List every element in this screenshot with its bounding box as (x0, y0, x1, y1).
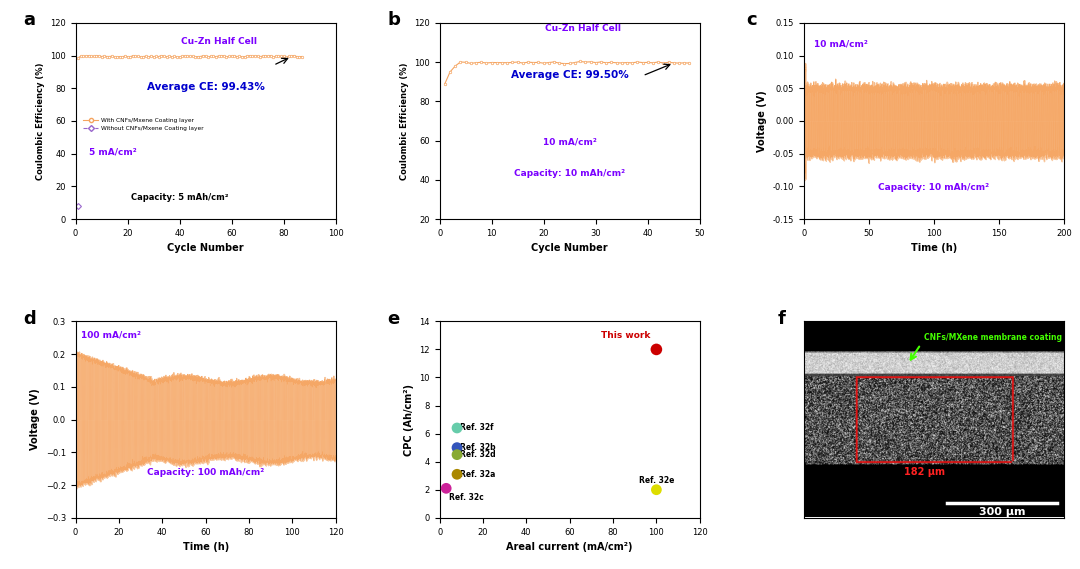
Text: Average CE: 99.50%: Average CE: 99.50% (511, 70, 629, 80)
Text: d: d (24, 310, 37, 328)
Text: Ref. 32d: Ref. 32d (460, 450, 496, 459)
X-axis label: Cycle Number: Cycle Number (167, 244, 244, 253)
X-axis label: Cycle Number: Cycle Number (531, 244, 608, 253)
Y-axis label: Coulombic Efficiency (%): Coulombic Efficiency (%) (36, 62, 44, 180)
X-axis label: Time (h): Time (h) (183, 542, 229, 552)
Point (648, 485, 665, 494)
Text: e: e (388, 310, 400, 328)
Text: Capacity: 100 mAh/cm²: Capacity: 100 mAh/cm² (147, 468, 265, 477)
Y-axis label: Voltage (V): Voltage (V) (30, 389, 40, 451)
Text: CNFs/MXene membrane coating: CNFs/MXene membrane coating (924, 333, 1062, 341)
Text: Cu-Zn Half Cell: Cu-Zn Half Cell (180, 38, 257, 46)
Point (448, 443, 465, 452)
Text: Ref. 32b: Ref. 32b (460, 443, 496, 452)
Text: Capacity: 10 mAh/cm²: Capacity: 10 mAh/cm² (514, 169, 625, 178)
Text: 300 μm: 300 μm (978, 506, 1025, 517)
Text: Cu-Zn Half Cell: Cu-Zn Half Cell (544, 24, 621, 32)
Point (437, 484, 455, 493)
Text: Ref. 32a: Ref. 32a (460, 470, 496, 479)
Text: f: f (778, 310, 785, 328)
Point (448, 470, 465, 479)
Text: 10 mA/cm²: 10 mA/cm² (543, 138, 596, 147)
Text: Average CE: 99.43%: Average CE: 99.43% (147, 81, 265, 92)
Text: 100 mA/cm²: 100 mA/cm² (81, 330, 140, 339)
Point (448, 450, 465, 459)
Text: This work: This work (600, 331, 650, 340)
Text: 5 mA/cm²: 5 mA/cm² (89, 147, 136, 156)
Text: Capacity: 10 mAh/cm²: Capacity: 10 mAh/cm² (878, 183, 989, 192)
Text: Ref. 32f: Ref. 32f (460, 423, 494, 432)
X-axis label: Areal current (mA/cm²): Areal current (mA/cm²) (507, 542, 633, 552)
Point (448, 423, 465, 432)
Text: a: a (24, 11, 36, 29)
X-axis label: Time (h): Time (h) (910, 244, 957, 253)
Text: b: b (388, 11, 401, 29)
Point (648, 345, 665, 354)
Text: c: c (746, 11, 757, 29)
Text: 182 μm: 182 μm (904, 467, 945, 477)
Text: Ref. 32c: Ref. 32c (449, 493, 484, 501)
Legend: With CNFs/Mxene Coating layer, Without CNFs/Mxene Coating layer: With CNFs/Mxene Coating layer, Without C… (81, 116, 206, 134)
Y-axis label: Coulombic Efficiency (%): Coulombic Efficiency (%) (400, 62, 408, 180)
Y-axis label: Voltage (V): Voltage (V) (757, 90, 767, 152)
Y-axis label: CPC (Ah/cm²): CPC (Ah/cm²) (404, 384, 414, 456)
Text: Capacity: 5 mAh/cm²: Capacity: 5 mAh/cm² (131, 192, 228, 201)
Text: Ref. 32e: Ref. 32e (639, 476, 674, 485)
Text: 10 mA/cm²: 10 mA/cm² (814, 39, 868, 48)
